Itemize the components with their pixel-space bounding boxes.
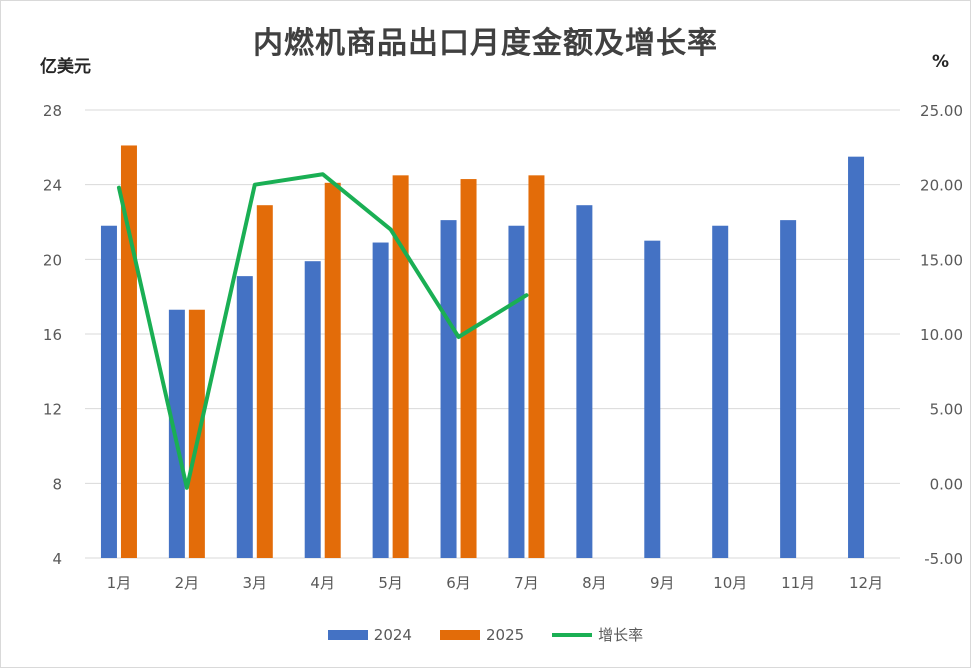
legend-item-2024: 2024 (327, 625, 412, 644)
x-tick-label: 7月 (514, 574, 539, 592)
line-growth-rate (116, 172, 529, 490)
y-tick-label: 8 (52, 475, 62, 493)
bar-2024-10 (712, 225, 729, 558)
bar-2024-12 (848, 156, 865, 558)
legend-swatch-2025 (439, 629, 480, 640)
bar-2024-3 (236, 276, 253, 558)
x-tick-label: 4月 (310, 574, 335, 592)
y-tick-label: 16 (43, 326, 62, 344)
chart-title: 内燃机商品出口月度金额及增长率 (253, 26, 718, 61)
x-tick-label: 12月 (849, 574, 883, 592)
y2-tick-label: 0.00 (930, 475, 963, 493)
bar-2024-9 (644, 240, 661, 558)
bar-2025-4 (324, 182, 341, 559)
y-axis-left-unit: 亿美元 (40, 57, 91, 77)
x-tick-label: 1月 (107, 574, 132, 592)
legend-label-growth: 增长率 (598, 626, 644, 644)
legend-label-2025: 2025 (485, 625, 525, 644)
x-tick-label: 8月 (582, 574, 607, 592)
bar-2024-1 (100, 225, 117, 558)
x-tick-label: 2月 (175, 574, 200, 592)
y2-tick-label: 25.00 (920, 102, 963, 120)
legend-swatch-growth (552, 632, 593, 637)
y-tick-label: 12 (43, 401, 62, 419)
legend-item-2025: 2025 (439, 625, 525, 644)
x-tick-label: 9月 (650, 574, 675, 592)
y-axis-right-unit: % (932, 52, 950, 72)
bar-2024-11 (780, 220, 797, 558)
bar-2024-7 (508, 225, 525, 558)
legend-swatch-2024 (327, 629, 368, 640)
y2-tick-label: -5.00 (924, 550, 963, 568)
y2-tick-label: 20.00 (920, 177, 963, 195)
y-tick-label: 28 (43, 102, 62, 120)
x-tick-label: 10月 (713, 574, 747, 592)
y-tick-label: 20 (43, 251, 62, 269)
y2-tick-label: 10.00 (920, 326, 963, 344)
bar-2025-3 (256, 205, 273, 558)
x-tick-label: 6月 (446, 574, 471, 592)
bar-2024-5 (372, 242, 389, 559)
bar-2025-2 (188, 309, 205, 558)
bar-2024-4 (304, 261, 321, 558)
x-tick-label: 11月 (781, 574, 815, 592)
bar-2024-6 (440, 220, 457, 558)
legend-label-2024: 2024 (373, 625, 412, 644)
y-tick-label: 4 (52, 550, 62, 568)
x-tick-label: 5月 (378, 574, 403, 592)
x-tick-label: 3月 (243, 574, 268, 592)
legend-item-growth: 增长率 (552, 624, 643, 645)
bar-2025-6 (460, 179, 477, 559)
y2-tick-label: 15.00 (920, 251, 963, 269)
bar-2024-8 (576, 205, 593, 558)
bar-2025-7 (528, 175, 545, 559)
bar-2025-5 (392, 175, 409, 559)
y2-tick-label: 5.00 (930, 401, 963, 419)
y-tick-label: 24 (43, 177, 62, 195)
chart-legend: 2024 2025 增长率 (0, 624, 971, 645)
bar-2024-2 (168, 309, 185, 558)
